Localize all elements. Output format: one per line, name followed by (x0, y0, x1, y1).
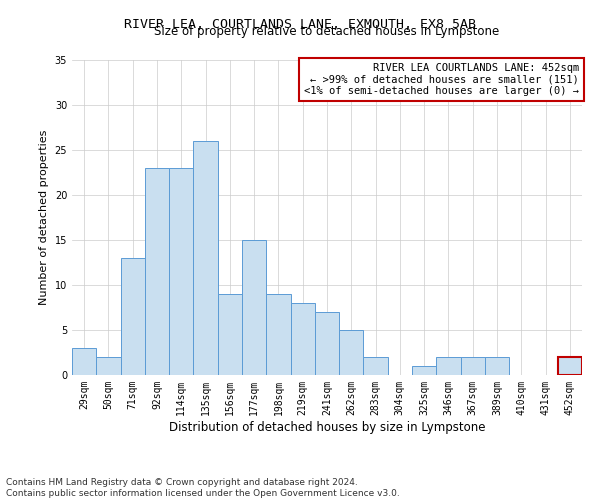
Bar (315, 312, 339, 375)
Bar (193, 141, 218, 375)
Bar (339, 330, 364, 375)
Bar (485, 357, 509, 375)
Bar (266, 294, 290, 375)
Bar (169, 168, 193, 375)
Bar (412, 366, 436, 375)
Bar (218, 294, 242, 375)
Bar (290, 303, 315, 375)
Bar (96, 357, 121, 375)
Bar (121, 258, 145, 375)
Text: Contains HM Land Registry data © Crown copyright and database right 2024.
Contai: Contains HM Land Registry data © Crown c… (6, 478, 400, 498)
Title: Size of property relative to detached houses in Lympstone: Size of property relative to detached ho… (154, 25, 500, 38)
Bar (461, 357, 485, 375)
Y-axis label: Number of detached properties: Number of detached properties (39, 130, 49, 305)
Text: RIVER LEA COURTLANDS LANE: 452sqm
← >99% of detached houses are smaller (151)
<1: RIVER LEA COURTLANDS LANE: 452sqm ← >99%… (304, 63, 579, 96)
X-axis label: Distribution of detached houses by size in Lympstone: Distribution of detached houses by size … (169, 420, 485, 434)
Bar (242, 240, 266, 375)
Bar (558, 357, 582, 375)
Bar (145, 168, 169, 375)
Bar (364, 357, 388, 375)
Bar (72, 348, 96, 375)
Text: RIVER LEA, COURTLANDS LANE, EXMOUTH, EX8 5AB: RIVER LEA, COURTLANDS LANE, EXMOUTH, EX8… (124, 18, 476, 30)
Bar (436, 357, 461, 375)
